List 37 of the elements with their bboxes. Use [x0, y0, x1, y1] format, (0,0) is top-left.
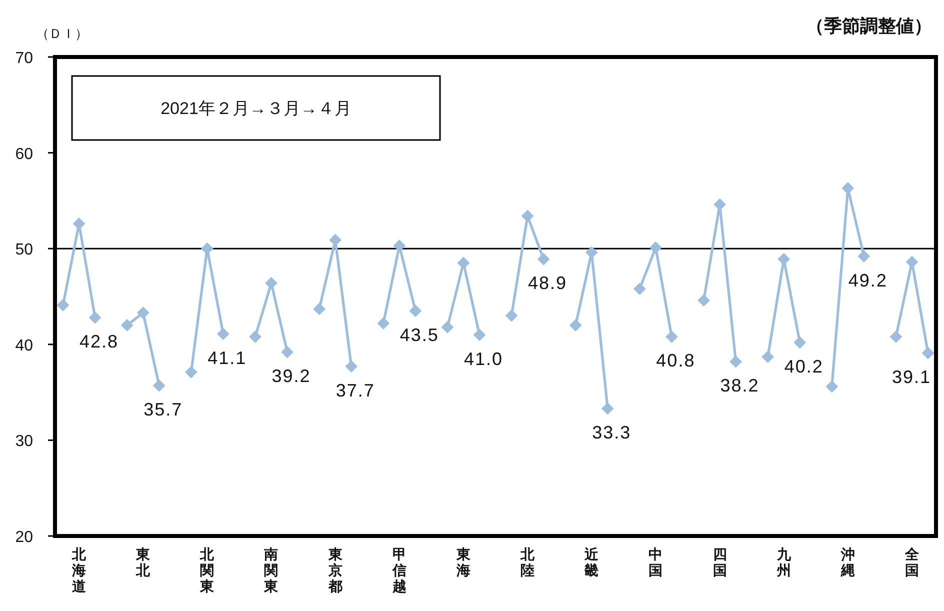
- x-tick-label: 東北: [135, 546, 152, 578]
- y-tick-label: 30: [15, 433, 34, 450]
- data-label: 37.7: [336, 380, 375, 400]
- x-tick-label: 北関東: [199, 546, 216, 594]
- y-axis-title: （ＤＩ）: [36, 26, 88, 41]
- x-tick-label: 甲信越: [391, 546, 406, 594]
- data-label: 41.0: [464, 348, 504, 369]
- data-label: 43.5: [400, 324, 439, 345]
- data-label: 33.3: [592, 422, 632, 443]
- data-label: 40.2: [784, 356, 824, 376]
- x-tick-label: 四国: [712, 546, 727, 578]
- y-tick-label: 70: [15, 50, 34, 67]
- x-tick-label: 近畿: [584, 546, 600, 578]
- x-tick-label: 南関東: [263, 546, 280, 594]
- x-tick-label: 東海: [455, 546, 472, 578]
- data-label: 39.2: [272, 366, 311, 386]
- data-label: 48.9: [528, 273, 568, 294]
- x-tick-label: 九州: [776, 546, 792, 578]
- x-tick-label: 中国: [648, 546, 663, 578]
- y-tick-label: 20: [15, 529, 34, 546]
- x-tick-label: 全国: [904, 546, 920, 578]
- y-tick-label: 50: [15, 242, 34, 259]
- x-tick-label: 北海道: [71, 546, 88, 594]
- data-label: 41.1: [208, 348, 247, 368]
- chart-subtitle: （季節調整値）: [806, 16, 932, 36]
- annotation: 2021年２月→３月→４月: [160, 99, 352, 118]
- y-tick-label: 60: [15, 146, 34, 163]
- data-label: 40.8: [656, 350, 696, 371]
- data-label: 39.1: [892, 367, 931, 388]
- x-tick-label: 東京都: [327, 546, 344, 594]
- data-label: 42.8: [80, 332, 119, 352]
- x-tick-label: 北陸: [520, 546, 536, 578]
- data-label: 38.2: [720, 376, 760, 396]
- data-label: 35.7: [144, 400, 183, 420]
- y-tick-label: 40: [15, 337, 34, 354]
- x-tick-label: 沖縄: [840, 546, 855, 578]
- data-label: 49.2: [848, 270, 888, 290]
